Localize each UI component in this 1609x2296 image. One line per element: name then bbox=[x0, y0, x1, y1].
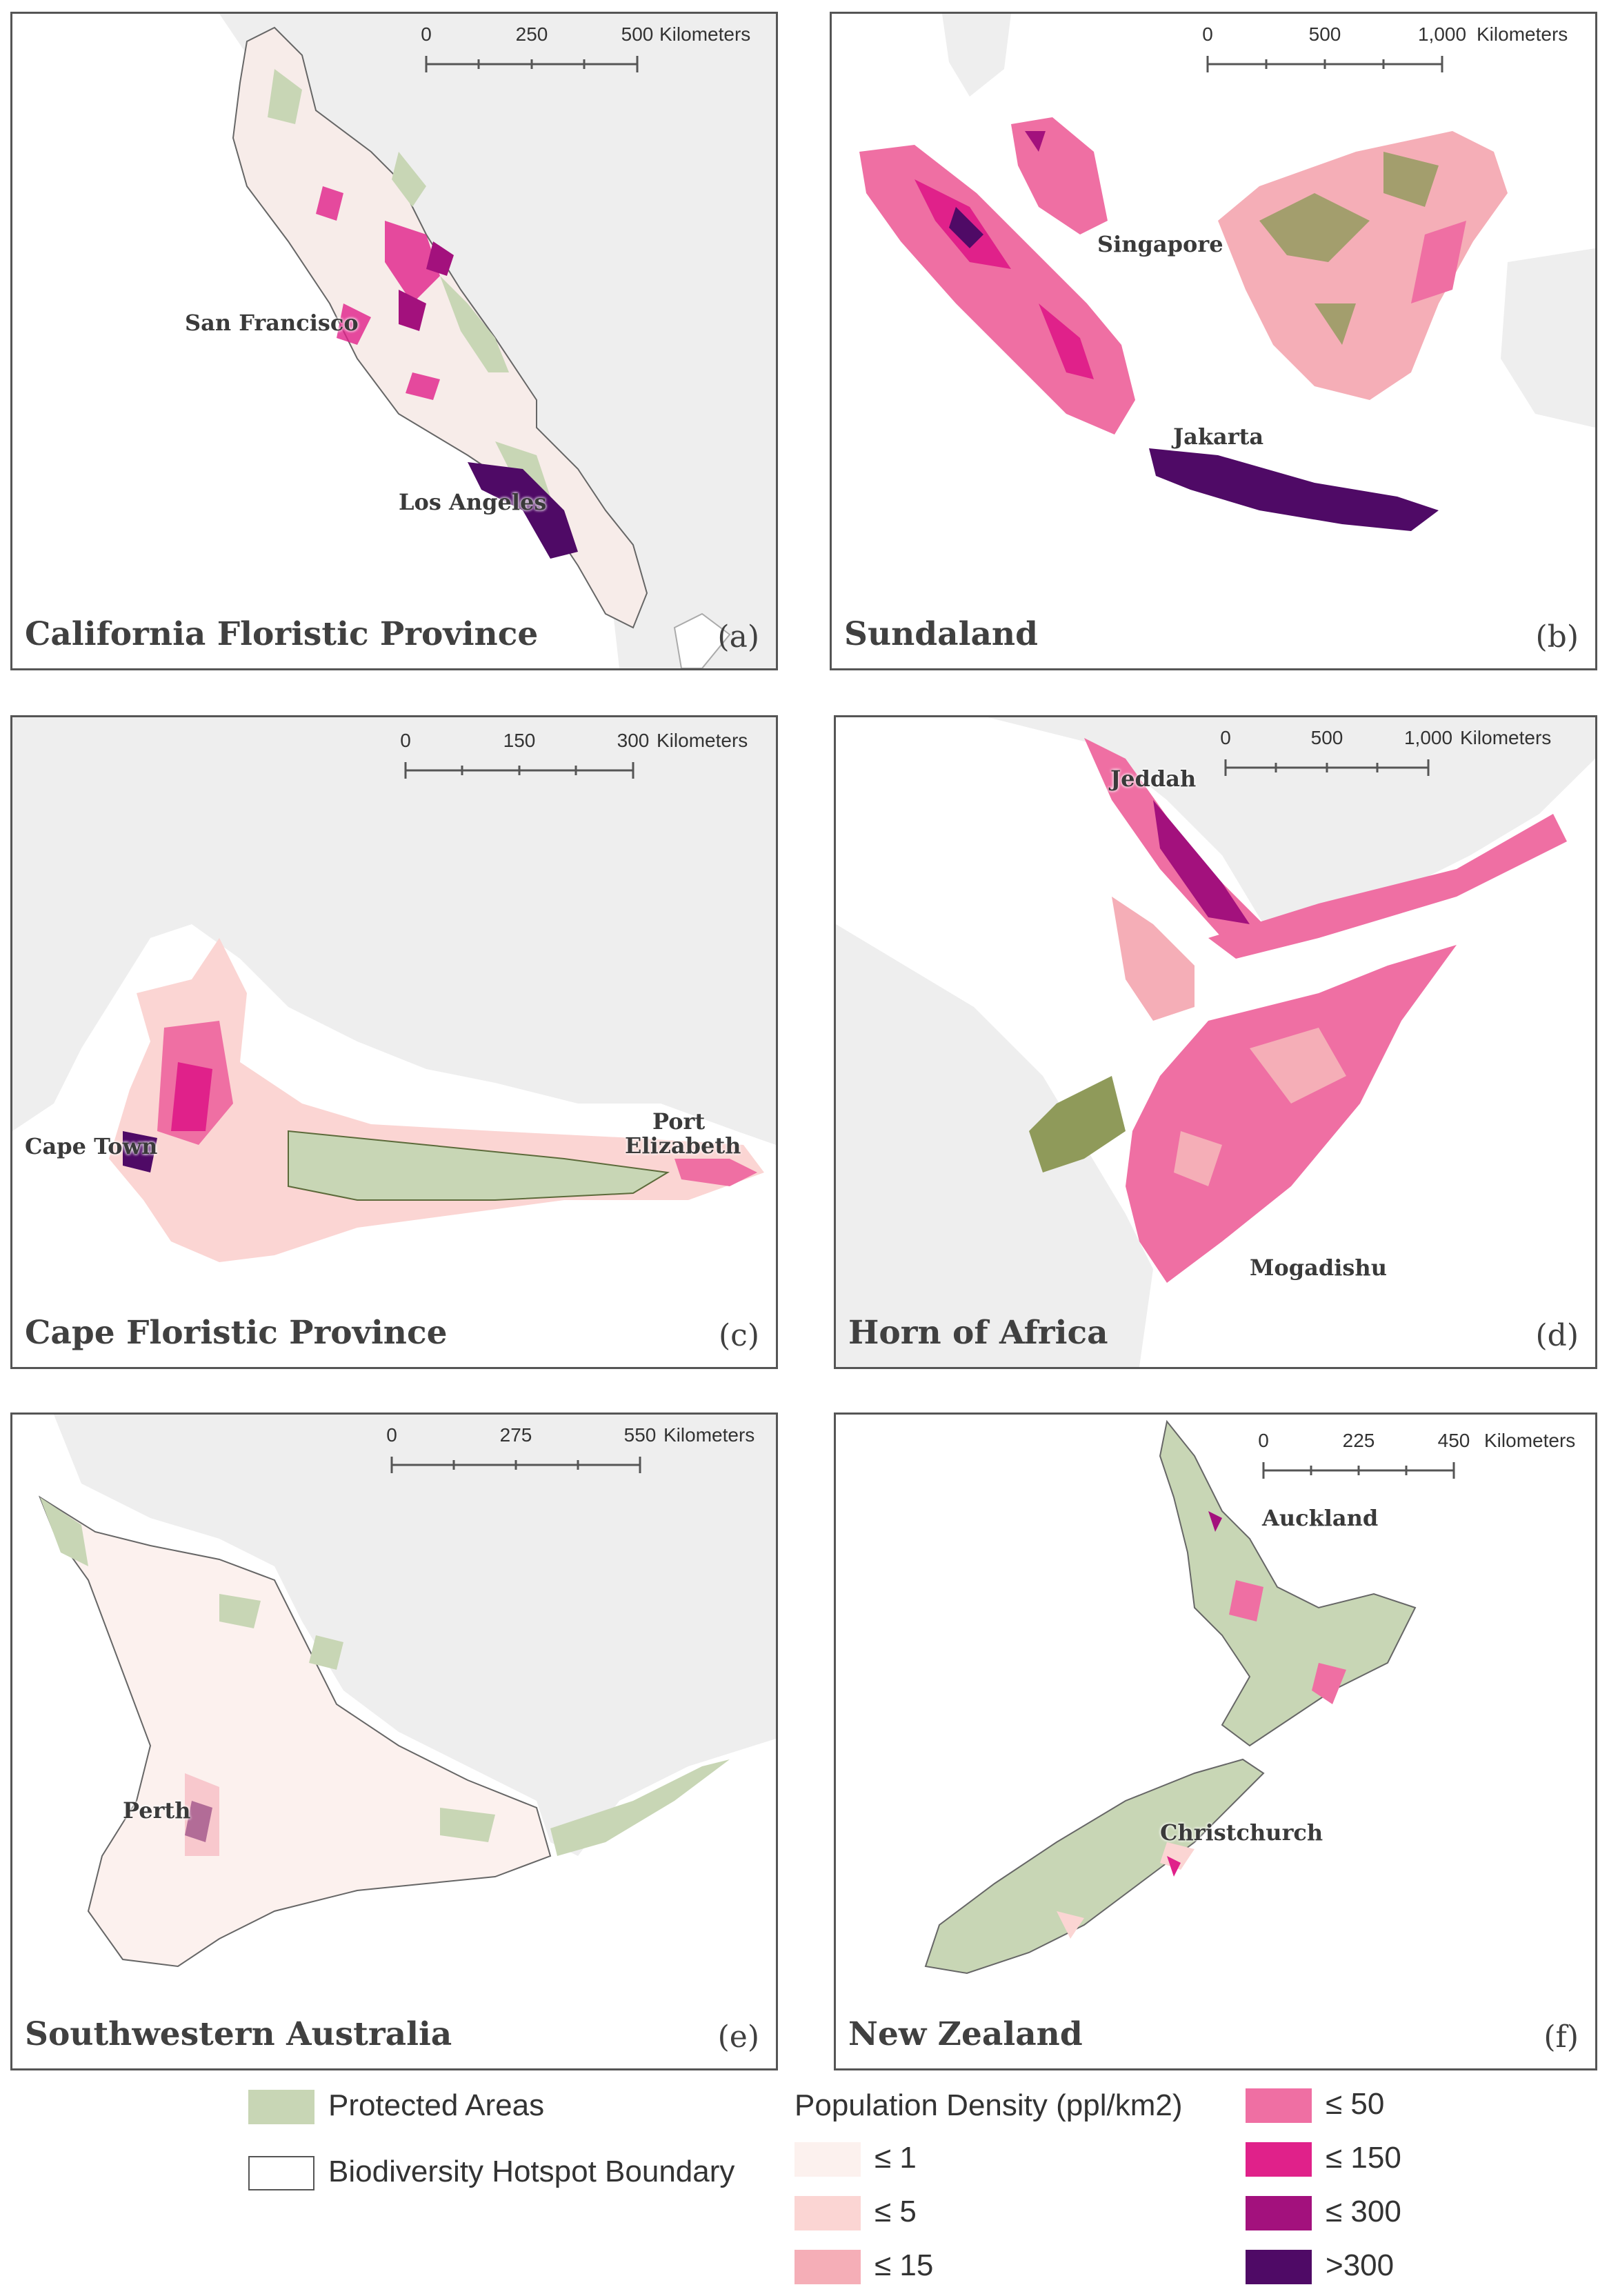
scale-unit: Kilometers bbox=[1477, 23, 1568, 45]
city-san-francisco: San Francisco bbox=[185, 310, 359, 336]
scale-tick-label: 300 bbox=[617, 730, 650, 751]
density-label-300: ≤ 300 bbox=[1326, 2195, 1401, 2228]
scale-unit: Kilometers bbox=[663, 1424, 755, 1446]
city-perth: Perth bbox=[123, 1797, 191, 1824]
panel-title: Cape Floristic Province bbox=[25, 1314, 448, 1352]
scale-bar: 0 500 1,000 Kilometers bbox=[1219, 727, 1591, 782]
density-label-5: ≤ 5 bbox=[875, 2195, 917, 2228]
panel-letter: (c) bbox=[719, 1318, 759, 1353]
panel-letter: (d) bbox=[1535, 1318, 1579, 1353]
city-cape-town: Cape Town bbox=[25, 1133, 158, 1159]
city-mogadishu: Mogadishu bbox=[1250, 1255, 1387, 1281]
panel-new-zealand: Auckland Christchurch 0 225 450 Kilomete… bbox=[834, 1412, 1597, 2070]
panel-letter: (a) bbox=[717, 619, 759, 655]
scale-tick-label: 225 bbox=[1342, 1430, 1375, 1451]
scale-bar: 0 500 1,000 Kilometers bbox=[1201, 23, 1594, 79]
scale-bar: 0 150 300 Kilometers bbox=[399, 730, 776, 785]
scale-tick-label: 1,000 bbox=[1403, 727, 1453, 748]
city-singapore: Singapore bbox=[1097, 231, 1223, 257]
scale-tick-label: 0 bbox=[386, 1424, 397, 1446]
panel-california: San Francisco Los Angeles 0 250 500 Kilo… bbox=[10, 12, 778, 670]
density-swatch-1 bbox=[794, 2142, 861, 2177]
legend: Protected Areas Biodiversity Hotspot Bou… bbox=[0, 2083, 1609, 2296]
density-swatch-50 bbox=[1246, 2088, 1312, 2123]
city-los-angeles: Los Angeles bbox=[399, 489, 547, 515]
panel-letter: (e) bbox=[717, 2019, 759, 2055]
density-swatch-300 bbox=[1246, 2196, 1312, 2230]
density-title: Population Density (ppl/km2) bbox=[794, 2088, 1183, 2122]
panel-letter: (b) bbox=[1535, 619, 1579, 655]
scale-tick-label: 150 bbox=[503, 730, 536, 751]
scale-bar: 0 225 450 Kilometers bbox=[1257, 1430, 1595, 1485]
density-swatch-150 bbox=[1246, 2142, 1312, 2177]
panel-title: Horn of Africa bbox=[848, 1314, 1108, 1352]
hotspot-boundary-label: Biodiversity Hotspot Boundary bbox=[328, 2155, 735, 2188]
density-swatch-over-300 bbox=[1246, 2250, 1312, 2284]
panel-sundaland: Singapore Jakarta 0 500 1,000 Kilometers… bbox=[830, 12, 1597, 670]
scale-tick-label: 0 bbox=[1220, 727, 1231, 748]
scale-tick-label: 500 bbox=[1308, 23, 1341, 45]
scale-tick-label: 550 bbox=[623, 1424, 657, 1446]
density-label-1: ≤ 1 bbox=[875, 2141, 917, 2175]
city-port-elizabeth-1: Port bbox=[652, 1108, 706, 1135]
scale-tick-label: 0 bbox=[1202, 23, 1213, 45]
panel-cape: Cape Town Port Elizabeth 0 150 300 Kilom… bbox=[10, 715, 778, 1369]
city-jeddah: Jeddah bbox=[1110, 766, 1197, 792]
scale-unit: Kilometers bbox=[657, 730, 748, 751]
city-port-elizabeth-2: Elizabeth bbox=[625, 1132, 741, 1159]
scale-tick-label: 275 bbox=[499, 1424, 532, 1446]
scale-bar: 0 275 550 Kilometers bbox=[385, 1424, 776, 1479]
scale-unit: Kilometers bbox=[659, 23, 751, 45]
map-new-zealand bbox=[924, 1419, 1417, 1975]
map-california bbox=[219, 14, 776, 668]
scale-tick-label: 500 bbox=[1310, 727, 1343, 748]
city-jakarta: Jakarta bbox=[1173, 423, 1264, 450]
scale-tick-label: 450 bbox=[1437, 1430, 1470, 1451]
scale-tick-label: 1,000 bbox=[1417, 23, 1467, 45]
scale-unit: Kilometers bbox=[1484, 1430, 1576, 1451]
panel-title: Sundaland bbox=[844, 615, 1038, 653]
city-auckland: Auckland bbox=[1262, 1505, 1379, 1531]
density-label-over-300: >300 bbox=[1326, 2248, 1395, 2282]
scale-tick-label: 250 bbox=[515, 23, 548, 45]
density-swatch-5 bbox=[794, 2196, 861, 2230]
density-label-150: ≤ 150 bbox=[1326, 2141, 1401, 2175]
city-christchurch: Christchurch bbox=[1160, 1819, 1323, 1846]
density-label-15: ≤ 15 bbox=[875, 2248, 934, 2282]
density-label-50: ≤ 50 bbox=[1326, 2087, 1385, 2121]
panel-horn-of-africa: Jeddah Mogadishu 0 500 1,000 Kilometers … bbox=[834, 715, 1597, 1369]
hotspot-boundary-swatch bbox=[248, 2156, 314, 2190]
map-sundaland bbox=[859, 14, 1595, 531]
map-southwestern-australia bbox=[38, 1415, 776, 1968]
scale-tick-label: 0 bbox=[1258, 1430, 1269, 1451]
scale-tick-label: 0 bbox=[400, 730, 411, 751]
panel-southwestern-australia: Perth 0 275 550 Kilometers Southwestern … bbox=[10, 1412, 778, 2070]
density-swatch-15 bbox=[794, 2250, 861, 2284]
scale-tick-label: 0 bbox=[421, 23, 432, 45]
map-horn-of-africa bbox=[836, 717, 1595, 1367]
protected-areas-swatch bbox=[248, 2090, 314, 2124]
panel-title: Southwestern Australia bbox=[25, 2015, 452, 2053]
scale-bar: 0 250 500 Kilometers bbox=[419, 23, 776, 79]
scale-tick-label: 500 bbox=[621, 23, 654, 45]
scale-unit: Kilometers bbox=[1460, 727, 1552, 748]
panel-letter: (f) bbox=[1543, 2019, 1579, 2055]
map-cape bbox=[12, 717, 776, 1262]
panel-title: New Zealand bbox=[848, 2015, 1083, 2053]
panel-title: California Floristic Province bbox=[25, 615, 539, 653]
protected-areas-label: Protected Areas bbox=[328, 2088, 545, 2122]
